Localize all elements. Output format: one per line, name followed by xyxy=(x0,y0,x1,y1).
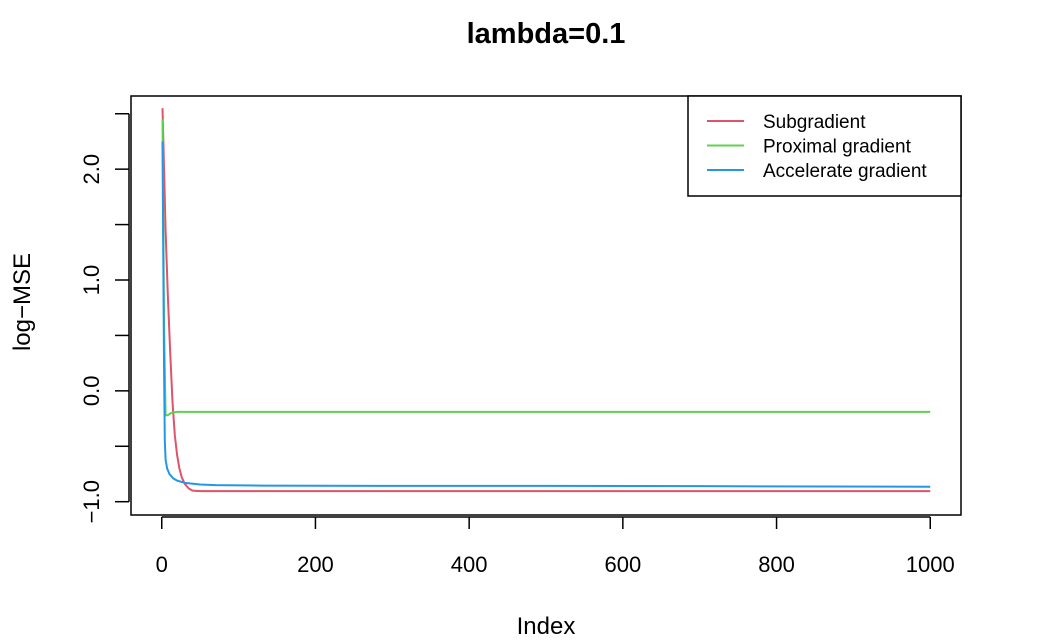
x-tick-label: 600 xyxy=(604,552,641,577)
x-tick-label: 400 xyxy=(451,552,488,577)
x-tick-label: 800 xyxy=(758,552,795,577)
chart-title: lambda=0.1 xyxy=(467,18,626,50)
x-tick-label: 0 xyxy=(156,552,168,577)
legend-label: Accelerate gradient xyxy=(763,161,927,182)
x-axis: 0 200 400 600 800 1000 xyxy=(156,516,955,577)
y-axis: −1.0 0.0 1.0 2.0 xyxy=(79,112,130,523)
y-axis-label: log−MSE xyxy=(9,253,36,351)
series-line-3 xyxy=(161,141,931,488)
legend-label: Proximal gradient xyxy=(763,137,912,158)
y-tick-label: 1.0 xyxy=(79,265,104,296)
y-tick-label: 0.0 xyxy=(79,376,104,407)
series-layer xyxy=(161,108,931,493)
x-axis-label: Index xyxy=(517,613,576,640)
legend-label: Subgradient xyxy=(763,112,866,133)
series-line-1 xyxy=(161,108,931,493)
y-tick-label: 2.0 xyxy=(79,154,104,185)
plot-frame xyxy=(130,95,962,516)
legend: Subgradient Proximal gradient Accelerate g… xyxy=(687,95,962,197)
y-tick-label: −1.0 xyxy=(79,480,104,523)
x-tick-label: 200 xyxy=(297,552,334,577)
x-tick-label: 1000 xyxy=(906,552,955,577)
